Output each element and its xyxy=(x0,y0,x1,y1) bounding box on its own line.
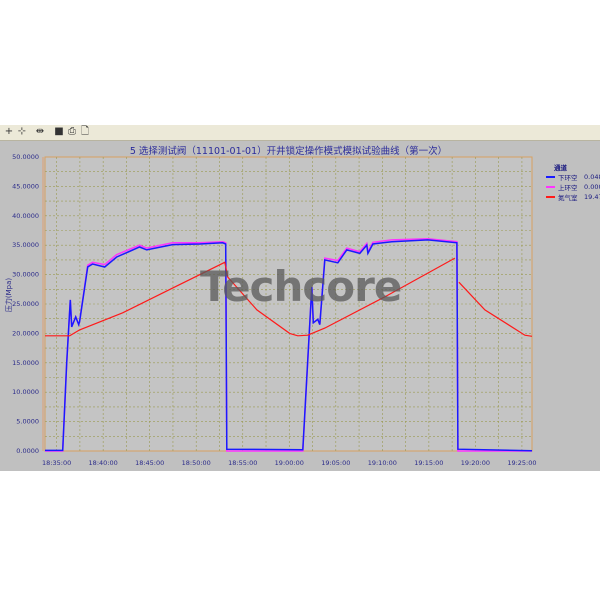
chart-toolbar: + ⊹ ⇹ ■ ⎙ 🗋 xyxy=(0,125,600,141)
print-preview-icon[interactable]: 🗋 xyxy=(80,126,90,137)
y-axis-label: 压力(Mpa) xyxy=(5,277,13,313)
legend-name: 氮气室 xyxy=(558,194,578,202)
x-tick-label: 19:25:00 xyxy=(507,459,536,467)
y-tick-label: 10.0000 xyxy=(12,388,39,396)
legend-value: 0.0481 xyxy=(584,173,600,181)
x-tick-label: 18:40:00 xyxy=(89,459,118,467)
legend-header-channel: 通道 xyxy=(554,164,567,172)
x-tick-label: 18:50:00 xyxy=(182,459,211,467)
series-line-下环空 xyxy=(45,239,533,452)
y-tick-label: 15.0000 xyxy=(12,359,39,367)
crosshair-icon[interactable]: + xyxy=(4,126,14,137)
x-tick-label: 19:05:00 xyxy=(321,459,350,467)
legend-entry: 下环空 0.0481 xyxy=(546,172,600,182)
x-tick-label: 18:55:00 xyxy=(228,459,257,467)
chart-title: 5 选择测试阀（11101-01-01）开井锁定操作模式模拟试验曲线（第一次） xyxy=(129,146,448,157)
print-icon[interactable]: ⎙ xyxy=(68,126,76,137)
y-tick-label: 50.0000 xyxy=(12,153,39,161)
watermark-logo: Techcore xyxy=(200,262,402,311)
legend-name: 上环空 xyxy=(558,184,578,192)
y-tick-label: 5.0000 xyxy=(16,418,39,426)
y-tick-label: 40.0000 xyxy=(12,212,39,220)
x-tick-label: 18:45:00 xyxy=(135,459,164,467)
y-tick-label: 45.0000 xyxy=(12,182,39,190)
legend-swatch xyxy=(546,196,555,198)
x-tick-label: 19:00:00 xyxy=(275,459,304,467)
zoom-icon[interactable]: ⊹ xyxy=(17,126,27,137)
legend-value: 19.4731 xyxy=(584,193,600,201)
legend-entry: 上环空 0.0000 xyxy=(546,182,600,192)
x-tick-label: 19:10:00 xyxy=(368,459,397,467)
legend-value: 0.0000 xyxy=(584,183,600,191)
x-tick-label: 19:20:00 xyxy=(461,459,490,467)
legend-name: 下环空 xyxy=(558,174,578,182)
series-line-氮气室 xyxy=(45,257,533,337)
legend-swatch xyxy=(546,176,555,178)
legend-entry: 氮气室 19.4731 xyxy=(546,192,600,202)
split-icon[interactable]: ⇹ xyxy=(35,126,45,137)
x-tick-label: 18:35:00 xyxy=(42,459,71,467)
y-tick-label: 30.0000 xyxy=(12,271,39,279)
y-tick-label: 20.0000 xyxy=(12,329,39,337)
y-tick-label: 35.0000 xyxy=(12,241,39,249)
y-tick-label: 25.0000 xyxy=(12,300,39,308)
save-icon[interactable]: ■ xyxy=(54,126,64,137)
x-tick-label: 19:15:00 xyxy=(414,459,443,467)
legend-swatch xyxy=(546,186,555,188)
y-tick-label: 0.0000 xyxy=(16,447,39,455)
